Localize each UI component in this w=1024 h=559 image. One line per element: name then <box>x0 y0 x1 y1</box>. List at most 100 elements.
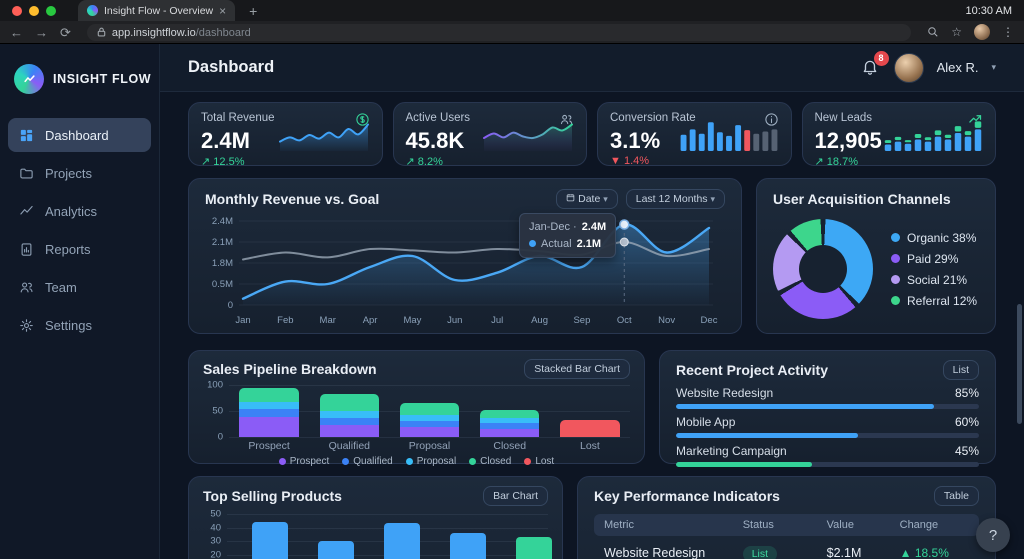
legend-item: Social 21% <box>891 273 977 287</box>
brand-name: INSIGHT FLOW <box>53 72 152 86</box>
sidebar-item-dashboard[interactable]: Dashboard <box>8 118 151 152</box>
progress-track <box>676 433 979 438</box>
trend-arrow-icon: ▼ <box>610 155 621 168</box>
bar-slot <box>470 385 550 437</box>
users-icon <box>18 279 34 295</box>
tab-title: Insight Flow - Overview <box>104 4 214 17</box>
x-tick-label: Closed <box>493 440 527 452</box>
stacked-bar <box>399 403 460 437</box>
svg-text:2.1M: 2.1M <box>212 237 233 248</box>
notifications-button[interactable]: 8 <box>861 50 889 78</box>
browser-profile-avatar[interactable] <box>974 24 990 40</box>
system-clock: 10:30 AM <box>965 4 1012 17</box>
svg-text:Feb: Feb <box>277 315 293 326</box>
trend-arrow-icon: ↗ <box>814 156 824 169</box>
chart-title: Key Performance Indicators <box>594 488 780 504</box>
list-badge[interactable]: List <box>942 360 979 380</box>
address-field[interactable]: app.insightflow.io/dashboard <box>86 23 912 41</box>
legend-item: Qualified <box>342 456 393 467</box>
legend-label: Organic 38% <box>907 230 977 245</box>
svg-text:Jun: Jun <box>447 315 462 326</box>
page-scrollbar[interactable] <box>1017 304 1022 424</box>
progress-fill <box>676 404 934 409</box>
forward-button[interactable]: → <box>35 24 48 40</box>
tab-close-icon[interactable]: × <box>219 3 227 18</box>
range-dropdown[interactable]: Last 12 Months ▾ <box>625 189 725 209</box>
minimize-window-button[interactable] <box>29 5 39 16</box>
trend-arrow-icon: ↗ <box>201 156 211 169</box>
stacked-bar <box>239 387 299 437</box>
app-window: INSIGHT FLOW Dashboard Projects Analytic… <box>0 44 1024 559</box>
close-window-button[interactable] <box>12 5 22 16</box>
revenue-chart-card: Monthly Revenue vs. Goal Date ▾ Last 12 … <box>188 178 742 334</box>
bookmark-star-icon[interactable]: ☆ <box>951 25 962 39</box>
sidebar-item-label: Team <box>45 279 77 295</box>
legend-label: Lost <box>535 456 555 467</box>
kpi-table-card: Key Performance Indicators Table Metric S… <box>577 476 996 559</box>
project-label: Marketing Campaign <box>676 444 787 458</box>
grid-icon <box>18 127 34 143</box>
bar <box>450 532 486 559</box>
url-bar: ← → ⟳ app.insightflow.io/dashboard ☆ ⋮ <box>0 21 1024 44</box>
svg-text:0: 0 <box>228 300 233 311</box>
sidebar-item-team[interactable]: Team <box>8 270 151 304</box>
x-tick-label: Lost <box>579 440 600 452</box>
table-header-cell: Value <box>826 519 854 531</box>
date-dropdown[interactable]: Date ▾ <box>556 189 618 209</box>
svg-text:Sep: Sep <box>573 315 590 326</box>
calendar-icon <box>566 194 575 202</box>
help-button[interactable]: ? <box>976 518 1010 552</box>
bar-segment <box>399 426 460 437</box>
legend-item: Organic 38% <box>891 231 977 245</box>
pipeline-card: Sales Pipeline Breakdown Stacked Bar Cha… <box>188 350 645 467</box>
project-progress-list: Website Redesign 85% Mobile App 60% Marketin… <box>676 386 979 467</box>
browser-menu-icon[interactable]: ⋮ <box>1002 25 1014 39</box>
table-header-row: Metric Status Value Change <box>594 514 979 536</box>
sidebar-item-projects[interactable]: Projects <box>8 156 151 190</box>
zoom-icon[interactable] <box>927 26 939 38</box>
back-button[interactable]: ← <box>10 24 23 40</box>
sparkline-total-revenue <box>278 115 370 158</box>
legend-label: Proposal <box>416 456 457 467</box>
sidebar-item-settings[interactable]: Settings <box>8 308 151 342</box>
progress-track <box>676 404 979 409</box>
maximize-window-button[interactable] <box>46 5 56 16</box>
legend-dot-icon <box>524 458 532 465</box>
legend-label: Paid 29% <box>907 251 959 266</box>
stacked-bar-chart-badge[interactable]: Stacked Bar Chart <box>524 359 630 379</box>
legend-item: Closed <box>469 456 511 467</box>
tab-favicon-icon <box>87 5 98 16</box>
svg-text:Mar: Mar <box>320 315 336 326</box>
svg-text:Nov: Nov <box>658 315 675 326</box>
new-tab-button[interactable]: + <box>249 2 258 19</box>
sidebar-item-analytics[interactable]: Analytics <box>8 194 151 228</box>
project-label: Mobile App <box>676 415 736 429</box>
svg-text:Dec: Dec <box>701 315 718 326</box>
table-header-cell: Metric <box>604 519 634 531</box>
browser-tab[interactable]: Insight Flow - Overview × <box>78 0 236 21</box>
browser-chrome: Insight Flow - Overview × + 10:30 AM ← →… <box>0 0 1024 44</box>
user-menu-chevron-icon[interactable]: ▾ <box>991 62 996 72</box>
y-tick-label: 50 <box>210 508 221 520</box>
bar-chart-badge[interactable]: Bar Chart <box>483 486 548 506</box>
browser-actions: ☆ ⋮ <box>927 24 1014 40</box>
reload-button[interactable]: ⟳ <box>60 24 71 40</box>
top-products-chart: 50403020100 <box>210 509 552 559</box>
cell-metric: Website Redesign <box>604 546 706 559</box>
kpi-value: 2.4M <box>201 128 250 153</box>
sidebar-item-reports[interactable]: Reports <box>8 232 151 266</box>
dashboard-content: Total Revenue 2.4M ↗ 12.5% Active Users … <box>160 92 1024 559</box>
pipeline-row: Sales Pipeline Breakdown Stacked Bar Cha… <box>188 350 996 467</box>
table-badge[interactable]: Table <box>933 486 979 506</box>
table-row: Website Redesign List $2.1M ▲ 18.5% <box>594 536 979 559</box>
sparkline-new-leads <box>883 113 983 158</box>
trend-arrow-icon: ↗ <box>405 156 415 169</box>
bar-segment <box>560 420 620 437</box>
user-avatar[interactable] <box>893 52 924 83</box>
legend-item: Proposal <box>405 456 457 467</box>
project-label: Website Redesign <box>676 386 774 400</box>
svg-text:Aug: Aug <box>531 315 548 326</box>
status-badge: List <box>742 546 778 559</box>
progress-track <box>676 462 979 467</box>
kpi-card-new-leads: New Leads 12,905 ↗ 18.7% <box>801 102 996 169</box>
